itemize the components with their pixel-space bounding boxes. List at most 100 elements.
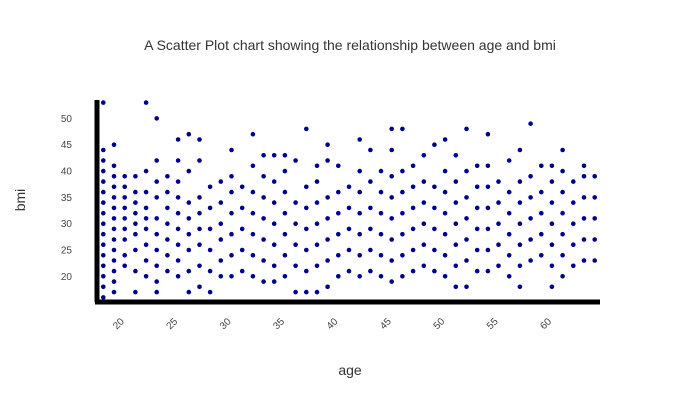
data-point — [175, 226, 181, 232]
data-point — [432, 268, 437, 274]
data-point — [250, 163, 256, 169]
data-point — [571, 221, 576, 226]
data-point — [368, 226, 373, 232]
data-point — [549, 179, 555, 184]
data-point — [271, 279, 277, 284]
data-point — [592, 216, 597, 221]
data-point — [229, 189, 234, 195]
x-tick-label: 45 — [378, 316, 394, 332]
chart-title: A Scatter Plot chart showing the relatio… — [144, 37, 556, 53]
data-point — [271, 242, 277, 247]
data-point — [250, 131, 256, 137]
y-tick-label: 35 — [61, 193, 73, 204]
data-point — [304, 247, 309, 253]
data-point — [539, 253, 544, 258]
y-tick-label: 40 — [61, 167, 73, 178]
data-point — [549, 242, 555, 247]
data-point — [175, 274, 181, 279]
data-point — [474, 184, 480, 190]
data-point — [517, 221, 523, 226]
data-point — [165, 221, 170, 226]
data-point — [346, 205, 352, 211]
data-point — [389, 195, 395, 200]
data-point — [271, 263, 277, 269]
data-point — [410, 247, 416, 253]
x-tick-label: 25 — [165, 316, 181, 332]
data-point — [421, 153, 427, 158]
data-point — [218, 258, 224, 263]
data-point — [528, 121, 533, 126]
data-point — [389, 126, 395, 132]
data-point — [517, 263, 523, 269]
data-point — [517, 179, 523, 184]
data-point — [101, 274, 106, 279]
data-point — [143, 100, 149, 105]
data-point — [464, 216, 469, 221]
data-point — [111, 142, 117, 147]
data-point — [271, 153, 277, 158]
data-point — [165, 174, 170, 179]
data-point — [389, 237, 395, 242]
data-point — [496, 221, 501, 226]
data-point — [261, 195, 266, 200]
data-point — [133, 221, 138, 226]
data-point — [474, 163, 480, 169]
x-tick-label: 20 — [111, 316, 127, 332]
data-point — [496, 200, 501, 205]
x-tick-label: 60 — [538, 316, 554, 332]
data-point — [432, 226, 437, 232]
x-axis-title: age — [338, 362, 362, 378]
data-point — [539, 210, 544, 216]
data-point — [592, 237, 597, 242]
data-point — [453, 200, 459, 205]
data-point — [571, 200, 576, 205]
data-point — [314, 242, 320, 247]
data-point — [378, 210, 384, 216]
data-point — [122, 226, 127, 232]
data-point — [111, 226, 117, 232]
data-point — [218, 274, 224, 279]
data-point — [122, 263, 127, 269]
data-point — [485, 268, 491, 274]
data-point — [175, 242, 181, 247]
data-point — [336, 189, 341, 195]
data-point — [218, 237, 224, 242]
data-point — [175, 179, 181, 184]
data-point — [143, 205, 149, 211]
data-point — [453, 242, 459, 247]
data-point — [304, 226, 309, 232]
data-point — [453, 179, 459, 184]
data-point — [421, 242, 427, 247]
data-point — [101, 189, 106, 195]
data-point — [239, 205, 245, 211]
data-point — [133, 268, 138, 274]
data-point — [581, 237, 587, 242]
data-point — [122, 174, 127, 179]
data-point — [250, 231, 256, 237]
data-point — [261, 174, 266, 179]
data-point — [186, 231, 192, 237]
data-point — [111, 279, 117, 284]
data-point — [528, 237, 533, 242]
data-point — [218, 221, 224, 226]
data-point — [250, 274, 256, 279]
data-point — [250, 253, 256, 258]
data-point — [528, 195, 533, 200]
data-point — [496, 242, 501, 247]
data-point — [389, 279, 395, 284]
data-point — [592, 174, 597, 179]
data-point — [506, 210, 512, 216]
data-point — [325, 158, 330, 163]
data-point — [122, 216, 127, 221]
data-point — [346, 184, 352, 190]
data-point — [271, 200, 277, 205]
data-point — [154, 179, 159, 184]
data-point — [410, 205, 416, 211]
data-point — [346, 247, 352, 253]
data-point — [357, 137, 363, 142]
data-point — [453, 284, 459, 290]
data-point — [111, 268, 117, 274]
data-point — [549, 284, 555, 290]
data-point — [421, 200, 427, 205]
data-point — [336, 210, 341, 216]
